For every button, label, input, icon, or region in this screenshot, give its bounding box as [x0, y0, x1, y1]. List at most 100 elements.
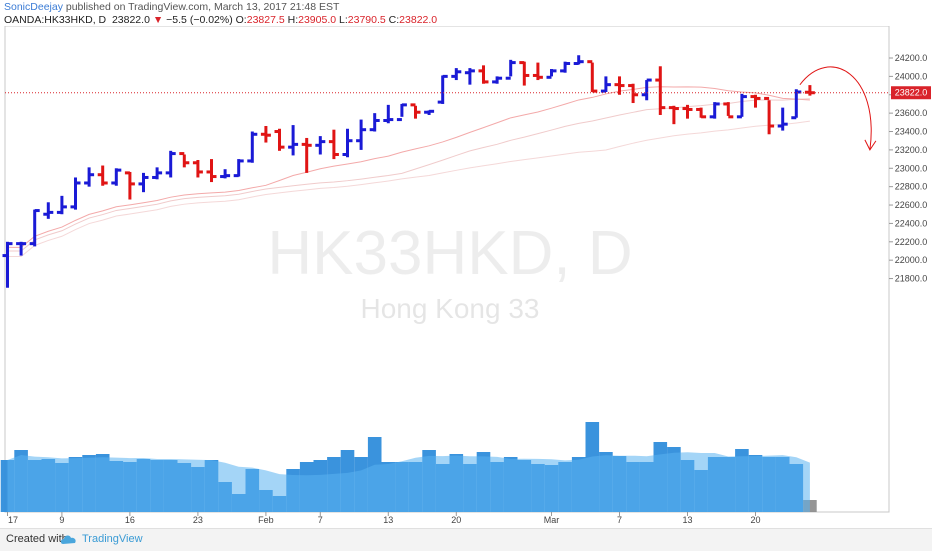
x-tick-label: 9: [59, 515, 64, 525]
moving-average-line: [7, 86, 810, 248]
last-price-tag: [891, 86, 931, 100]
y-tick-label: 23400.0: [895, 127, 928, 137]
watermark-symbol: HK33HKD, D: [267, 219, 632, 288]
ohlc-bar: [519, 61, 530, 86]
low-value: 23790.5: [347, 14, 386, 26]
symbol-label[interactable]: OANDA:HK33HKD, D: [4, 14, 107, 26]
ohlc-bar: [247, 131, 258, 163]
x-tick-label: 23: [193, 515, 203, 525]
ohlc-bar: [573, 55, 584, 66]
ohlc-bar: [424, 109, 435, 115]
publish-info: published on TradingView.com, March 13, …: [65, 1, 340, 13]
y-axis: 21800.0 22000.0 22200.0 22400.0 22600.0 22800…: [889, 53, 927, 284]
ohlc-bar: [220, 169, 231, 179]
low-label: L:: [339, 14, 348, 26]
y-tick-label: 22600.0: [895, 200, 928, 210]
ohlc-bar: [274, 128, 285, 151]
ohlc-bar: [750, 94, 761, 108]
x-tick-label: 13: [383, 515, 393, 525]
ohlc-bar: [777, 107, 788, 131]
x-tick-label: 7: [318, 515, 323, 525]
ohlc-bar: [165, 150, 176, 178]
ohlc-bar: [451, 68, 462, 81]
last-price-tag-label: 23822.0: [895, 88, 928, 98]
y-tick-label: 23600.0: [895, 108, 928, 118]
ohlc-bar: [16, 241, 27, 256]
volume-layer: [0, 422, 817, 512]
ohlc-bar: [179, 152, 190, 168]
tradingview-cloud-icon: [60, 535, 76, 544]
ohlc-bar: [315, 136, 326, 155]
ohlc-bar: [70, 177, 81, 210]
ohlc-bar: [233, 159, 244, 178]
y-tick-label: 22000.0: [895, 255, 928, 265]
author-link[interactable]: SonicDeejay: [4, 1, 63, 13]
watermark-name: Hong Kong 33: [360, 293, 539, 324]
ohlc-bar: [546, 69, 557, 79]
high-label: H:: [287, 14, 299, 26]
ohlc-bar: [56, 195, 67, 215]
tradingview-brand[interactable]: TradingView: [82, 533, 143, 545]
ohlc-bar: [301, 137, 312, 173]
ohlc-bar: [655, 66, 666, 115]
ohlc-bar: [138, 172, 149, 193]
projection-arrow: [799, 66, 872, 150]
price-chart[interactable]: HK33HKD, D Hong Kong 33 21800.0 22000.0 22…: [0, 26, 932, 528]
y-tick-label: 24000.0: [895, 71, 928, 81]
ohlc-bar: [600, 76, 611, 93]
chart-header-ohlc: OANDA:HK33HKD, D 23822.0 ▼ −5.5 (−0.02%)…: [4, 14, 437, 26]
ohlc-bar: [192, 160, 203, 178]
ohlc-bars: [2, 55, 815, 288]
ohlc-bar: [532, 62, 543, 81]
ohlc-bar: [152, 167, 163, 180]
x-tick-label: 16: [125, 515, 135, 525]
ohlc-bar: [668, 105, 679, 125]
open-label: O:: [235, 14, 247, 26]
ohlc-bar: [97, 165, 108, 186]
high-value: 23905.0: [298, 14, 337, 26]
x-tick-label: 7: [617, 515, 622, 525]
y-tick-label: 22200.0: [895, 237, 928, 247]
down-arrow-icon: ▼: [152, 14, 164, 26]
y-tick-label: 21800.0: [895, 274, 928, 284]
ohlc-bar: [764, 96, 775, 135]
ohlc-bar: [328, 129, 339, 160]
ohlc-bar: [614, 76, 625, 95]
volume-ma-area: [7, 452, 810, 512]
ohlc-bar: [628, 83, 639, 104]
ohlc-bar: [696, 107, 707, 119]
ohlc-bar: [124, 171, 135, 200]
ohlc-bar: [437, 74, 448, 104]
footer-bar: Created with TradingView: [0, 528, 932, 551]
ohlc-bar: [260, 126, 271, 143]
y-tick-label: 22800.0: [895, 182, 928, 192]
ohlc-bar: [641, 78, 652, 101]
ohlc-bar: [29, 209, 40, 247]
price-change: −5.5 (−0.02%): [166, 14, 233, 26]
x-tick-label: Feb: [258, 515, 274, 525]
y-tick-label: 22400.0: [895, 218, 928, 228]
ohlc-bar: [709, 102, 720, 119]
ohlc-bar: [369, 113, 380, 132]
ohlc-bar: [356, 119, 367, 150]
x-tick-label: Mar: [544, 515, 560, 525]
projection-arrowhead: [864, 139, 877, 151]
ohlc-bar: [396, 103, 407, 122]
last-price: 23822.0: [111, 14, 150, 26]
moving-average-line: [7, 120, 810, 258]
ohlc-bar: [2, 241, 13, 288]
ohlc-bar: [791, 89, 802, 120]
ohlc-bar: [682, 104, 693, 119]
open-value: 23827.5: [246, 14, 285, 26]
y-tick-label: 23200.0: [895, 145, 928, 155]
ohlc-bar: [560, 61, 571, 73]
x-axis: 17 9 16 23 Feb 7 13 20 Mar 7 13 20: [7, 512, 761, 525]
ohlc-bar: [464, 68, 475, 85]
y-tick-label: 24200.0: [895, 53, 928, 63]
ohlc-bar: [206, 159, 217, 183]
ohlc-bar: [288, 125, 299, 156]
y-tick-label: 23000.0: [895, 163, 928, 173]
ohlc-bar: [478, 65, 489, 84]
ohlc-bar: [505, 59, 516, 80]
ohlc-bar: [43, 202, 54, 219]
